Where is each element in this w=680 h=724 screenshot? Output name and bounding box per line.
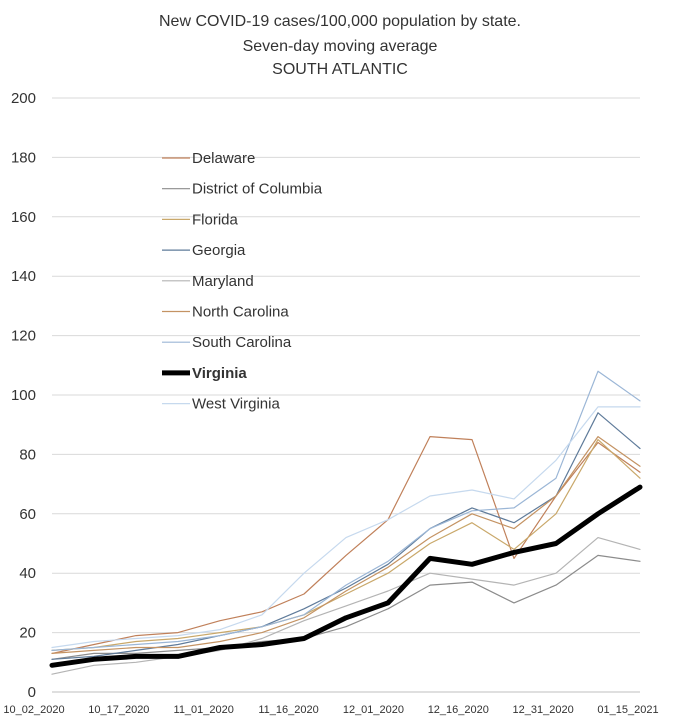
- y-tick-label: 200: [11, 90, 36, 107]
- x-tick-label: 10_02_2020: [3, 704, 64, 716]
- series-line-district-of-columbia: [51, 554, 641, 660]
- legend-label: Maryland: [192, 273, 254, 290]
- series-line-south-carolina: [51, 370, 641, 652]
- y-tick-label: 60: [19, 506, 36, 523]
- y-tick-label: 0: [28, 684, 36, 701]
- chart-title-line-2: Seven-day moving average: [243, 38, 438, 55]
- legend-label: South Carolina: [192, 334, 292, 351]
- x-tick-label: 11_01_2020: [174, 704, 234, 716]
- y-tick-label: 120: [11, 328, 36, 345]
- y-tick-label: 160: [11, 209, 36, 226]
- chart-title-line-3: SOUTH ATLANTIC: [272, 61, 408, 78]
- series-line-florida: [51, 439, 641, 652]
- y-tick-label: 180: [11, 149, 36, 166]
- legend-label: Georgia: [192, 242, 246, 259]
- series-line-west-virginia: [51, 406, 641, 649]
- series-line-virginia: [49, 484, 643, 668]
- axes: 0 20 40 60 80 100 120 140 160 180 200 10_02_2020 10_…: [3, 90, 658, 716]
- y-tick-label: 40: [19, 565, 36, 582]
- legend: Delaware District of Columbia Florida Georg…: [162, 150, 323, 413]
- legend-label: West Virginia: [192, 396, 280, 413]
- x-tick-label: 01_15_2021: [597, 704, 658, 716]
- series-line-georgia: [51, 412, 641, 660]
- series-lines: [49, 370, 643, 675]
- series-line-maryland: [51, 536, 641, 675]
- series-line-delaware: [51, 436, 641, 655]
- y-tick-label: 140: [11, 268, 36, 285]
- legend-label: Florida: [192, 211, 239, 228]
- gridlines: [52, 97, 640, 634]
- chart-title-line-1: New COVID-19 cases/100,000 population by…: [159, 13, 521, 30]
- legend-label: District of Columbia: [192, 181, 323, 198]
- x-tick-label: 11_16_2020: [258, 704, 318, 716]
- y-tick-label: 80: [19, 446, 36, 463]
- series-line-north-carolina: [51, 436, 641, 655]
- x-tick-label: 10_17_2020: [88, 704, 149, 716]
- legend-label: Virginia: [192, 365, 247, 382]
- x-tick-label: 12_31_2020: [513, 704, 574, 716]
- y-tick-label: 100: [11, 387, 36, 404]
- x-tick-label: 12_16_2020: [428, 704, 489, 716]
- y-tick-label: 20: [19, 625, 36, 642]
- x-tick-label: 12_01_2020: [343, 704, 404, 716]
- legend-label: North Carolina: [192, 304, 289, 321]
- legend-label: Delaware: [192, 150, 255, 167]
